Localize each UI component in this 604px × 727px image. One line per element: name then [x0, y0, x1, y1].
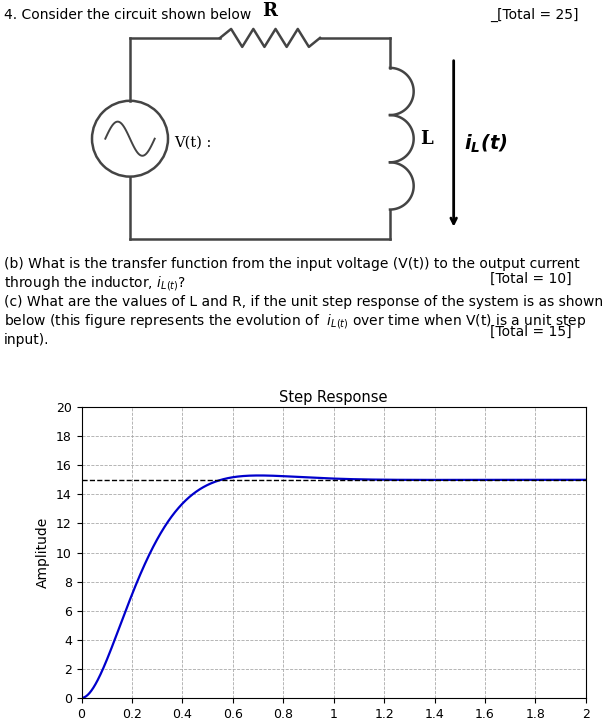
Text: L: L	[420, 129, 432, 148]
X-axis label: Time (s econds): Time (s econds)	[278, 726, 389, 727]
Y-axis label: Amplitude: Amplitude	[36, 517, 50, 588]
Text: R: R	[263, 2, 277, 20]
Text: (c) What are the values of L and R, if the unit step response of the system is a: (c) What are the values of L and R, if t…	[4, 295, 603, 348]
Text: [Total = 15]: [Total = 15]	[490, 325, 571, 340]
Text: [Total = 10]: [Total = 10]	[490, 271, 571, 286]
Title: Step Response: Step Response	[280, 390, 388, 404]
Text: 4. Consider the circuit shown below: 4. Consider the circuit shown below	[4, 8, 251, 22]
Text: V(t) :: V(t) :	[174, 136, 211, 150]
Text: _[Total = 25]: _[Total = 25]	[490, 8, 579, 22]
Text: $\bfit{i}_L\bfit{(t)}$: $\bfit{i}_L\bfit{(t)}$	[464, 132, 507, 155]
Text: (b) What is the transfer function from the input voltage (V(t)) to the output cu: (b) What is the transfer function from t…	[4, 257, 580, 293]
